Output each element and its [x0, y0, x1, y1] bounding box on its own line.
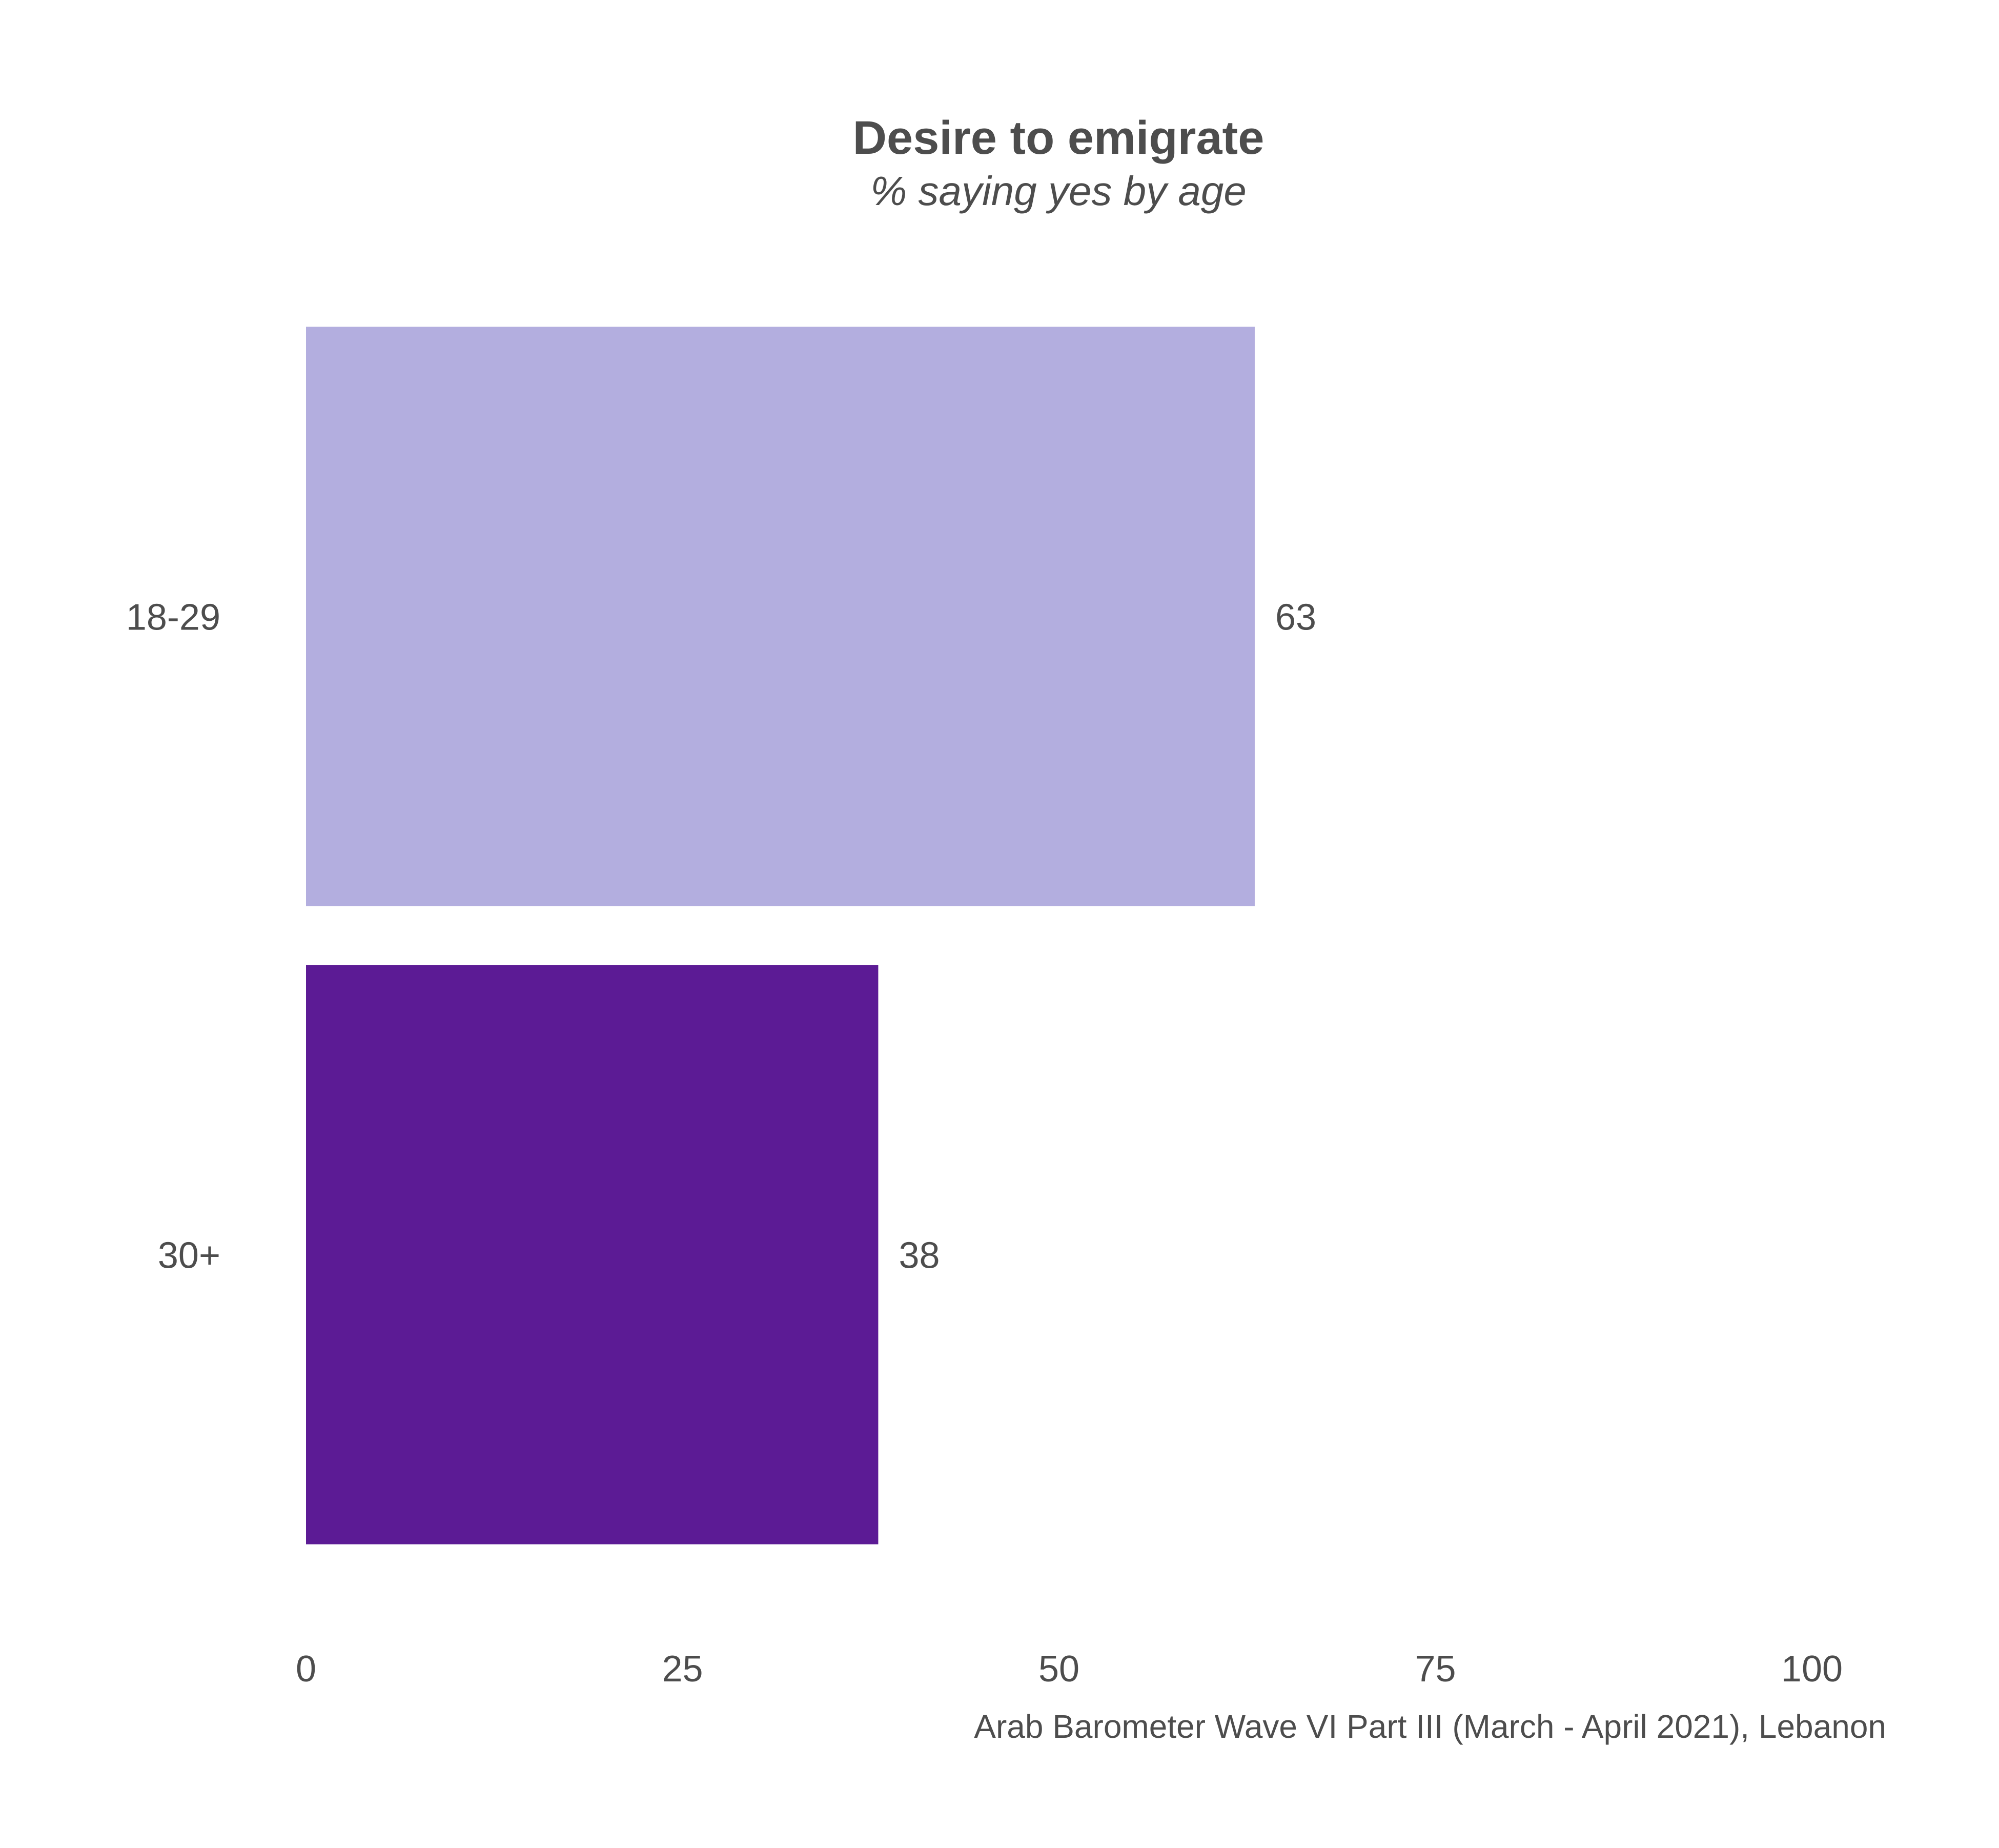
x-tick-label: 75 — [1415, 1649, 1456, 1690]
x-tick-label: 100 — [1781, 1649, 1843, 1690]
x-tick-label: 0 — [296, 1649, 316, 1690]
x-tick-label: 25 — [662, 1649, 703, 1690]
x-axis-ticks: 0 25 50 75 100 — [296, 1649, 1843, 1690]
x-tick-label: 50 — [1038, 1649, 1079, 1690]
bar-18-29 — [306, 327, 1255, 906]
value-labels: 63 38 — [899, 597, 1316, 1276]
chart-caption: Arab Barometer Wave VI Part III (March -… — [974, 1708, 1886, 1745]
bars-layer — [306, 327, 1255, 1545]
category-label: 18-29 — [126, 597, 220, 638]
chart-subtitle: % saying yes by age — [870, 168, 1247, 214]
category-labels: 18-29 30+ — [126, 597, 220, 1276]
category-label: 30+ — [158, 1235, 220, 1276]
bar-30+ — [306, 965, 879, 1545]
value-label: 38 — [899, 1235, 940, 1276]
chart-title: Desire to emigrate — [853, 112, 1264, 164]
value-label: 63 — [1275, 597, 1316, 638]
